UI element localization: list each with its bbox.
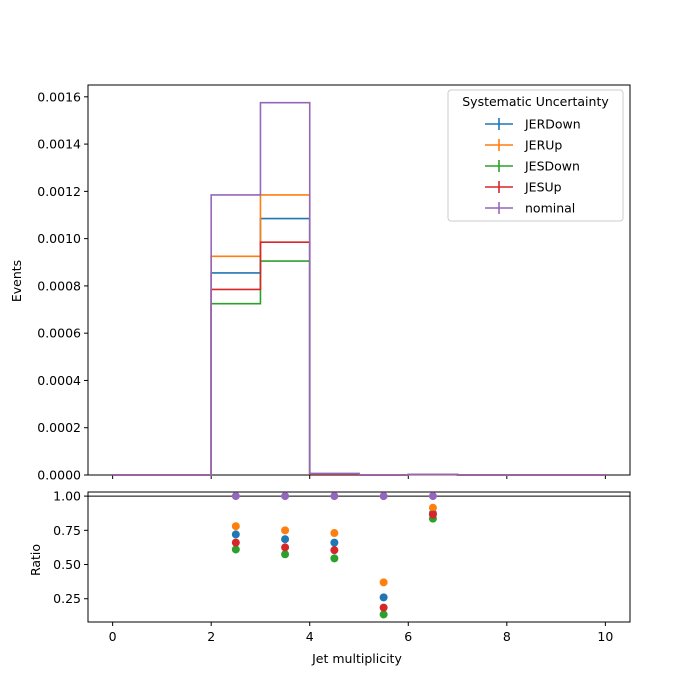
ratio-y-tick-label: 0.75 bbox=[53, 523, 81, 538]
legend-label: JERUp bbox=[524, 138, 562, 153]
legend-label: JESDown bbox=[524, 159, 580, 174]
ratio-point-nominal bbox=[281, 492, 290, 501]
legend-box bbox=[447, 89, 624, 222]
ratio-points bbox=[231, 492, 437, 619]
ratio-x-axis: 0 2 4 6 8 10 bbox=[109, 622, 613, 644]
ratio-y-tick-label: 0.50 bbox=[53, 557, 81, 572]
ratio-point-jerdown bbox=[379, 593, 388, 602]
histogram-y-tick-label: 0.0004 bbox=[37, 373, 81, 388]
ratio-point-jerup bbox=[428, 503, 437, 512]
ratio-point-nominal bbox=[231, 492, 240, 501]
histogram-series-nominal bbox=[112, 101, 606, 476]
ratio-point-jerup bbox=[330, 529, 339, 538]
ratio-point-jesdown bbox=[281, 550, 290, 559]
legend-item-jesdown: JESDown bbox=[485, 159, 580, 174]
histogram-y-tick-label: 0.0016 bbox=[37, 89, 81, 104]
ratio-point-jerdown bbox=[330, 538, 339, 547]
ratio-point-nominal bbox=[330, 492, 339, 501]
histogram-y-tick-label: 0.0014 bbox=[37, 137, 81, 152]
ratio-panel: 0.25 0.50 0.75 1.00 0 2 4 6 8 10 Ratio Jet multi… bbox=[28, 489, 631, 666]
histogram-y-tick-label: 0.0010 bbox=[37, 231, 81, 246]
histogram-y-tick-label: 0.0008 bbox=[37, 278, 81, 293]
ratio-point-jerup bbox=[231, 522, 240, 531]
histogram-y-tick-label: 0.0002 bbox=[37, 420, 81, 435]
ratio-point-jerdown bbox=[281, 535, 290, 544]
x-tick-label: 8 bbox=[503, 629, 511, 644]
ratio-point-nominal bbox=[379, 492, 388, 501]
x-tick-label: 0 bbox=[109, 629, 117, 644]
legend-item-jesup: JESUp bbox=[485, 180, 562, 195]
ratio-point-jesdown bbox=[330, 554, 339, 563]
ratio-point-jesdown bbox=[231, 545, 240, 554]
legend-item-nominal: nominal bbox=[485, 201, 575, 216]
ratio-plot-area bbox=[87, 491, 631, 623]
histogram-panel: 0.0000 0.0002 0.0004 0.0006 0.0008 0.0010 0.00… bbox=[9, 84, 631, 483]
ratio-y-axis: 0.25 0.50 0.75 1.00 bbox=[53, 489, 88, 606]
legend-label: JESUp bbox=[524, 180, 562, 195]
ratio-point-jerup bbox=[281, 526, 290, 535]
histogram-y-tick-label: 0.0006 bbox=[37, 326, 81, 341]
ratio-point-jesup bbox=[428, 510, 437, 519]
ratio-point-jerdown bbox=[231, 530, 240, 539]
legend: Systematic Uncertainty JERDown JERUp JESDo… bbox=[447, 89, 624, 222]
legend-item-jerdown: JERDown bbox=[485, 117, 581, 132]
ratio-point-jesdown bbox=[379, 610, 388, 619]
legend-items: JERDown JERUp JESDown JESUp nominal bbox=[485, 117, 581, 216]
ratio-point-jesup bbox=[231, 538, 240, 547]
ratio-point-jesup bbox=[379, 603, 388, 612]
x-tick-label: 10 bbox=[597, 629, 613, 644]
x-tick-label: 4 bbox=[306, 629, 314, 644]
x-axis-title: Jet multiplicity bbox=[311, 651, 402, 666]
ratio-y-tick-label: 0.25 bbox=[53, 591, 81, 606]
histogram-y-tick-label: 0.0012 bbox=[37, 184, 81, 199]
x-tick-label: 2 bbox=[207, 629, 215, 644]
ratio-y-axis-title: Ratio bbox=[28, 544, 43, 576]
legend-label: JERDown bbox=[524, 117, 581, 132]
histogram-series bbox=[112, 101, 606, 476]
x-tick-label: 6 bbox=[404, 629, 412, 644]
ratio-point-jesup bbox=[330, 546, 339, 555]
legend-item-jerup: JERUp bbox=[485, 138, 562, 153]
legend-label: nominal bbox=[525, 201, 575, 216]
histogram-y-axis-title: Events bbox=[9, 260, 24, 302]
ratio-y-tick-label: 1.00 bbox=[53, 489, 81, 504]
histogram-y-axis: 0.0000 0.0002 0.0004 0.0006 0.0008 0.0010 0.00… bbox=[37, 89, 88, 483]
histogram-y-tick-label: 0.0000 bbox=[37, 468, 81, 483]
ratio-point-nominal bbox=[428, 492, 437, 501]
legend-title: Systematic Uncertainty bbox=[462, 94, 609, 109]
ratio-point-jerup bbox=[379, 578, 388, 587]
ratio-point-jesup bbox=[281, 543, 290, 552]
